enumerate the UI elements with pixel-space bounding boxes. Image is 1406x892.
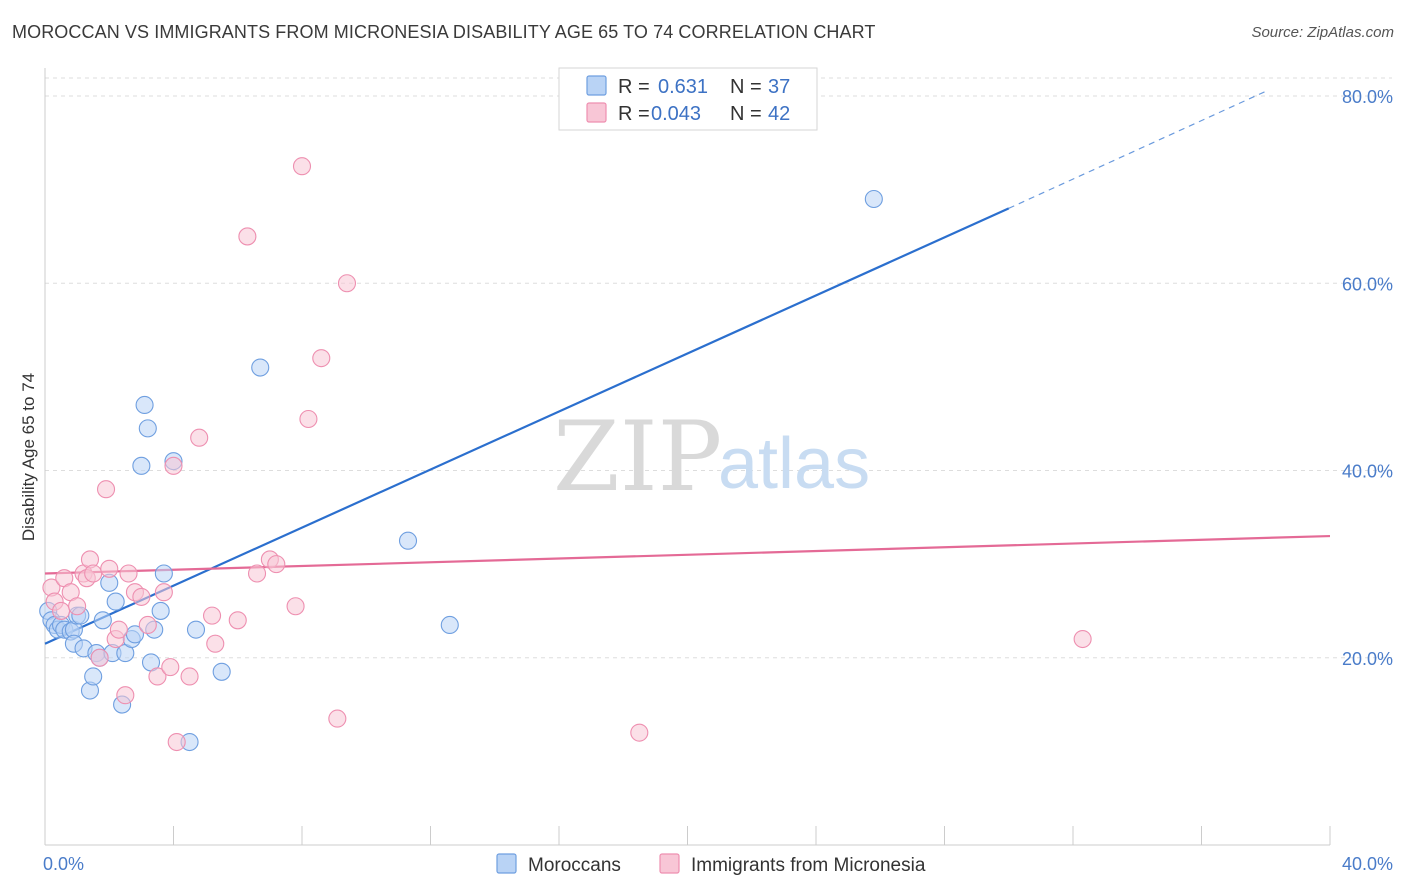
axes <box>44 68 1331 846</box>
micronesia-point <box>148 667 167 686</box>
legend-r-value: 0.043 <box>651 103 701 125</box>
moroccans-trend-line <box>44 207 1010 645</box>
micronesia-point <box>1073 629 1092 649</box>
micronesia-trend-line <box>44 534 1331 575</box>
chart-title: MOROCCAN VS IMMIGRANTS FROM MICRONESIA D… <box>12 22 876 42</box>
trend-lines <box>44 90 1331 645</box>
x-tick-label: 0.0% <box>43 854 84 874</box>
micronesia-point <box>328 709 347 728</box>
micronesia-point <box>337 274 357 293</box>
legend-swatch-micronesia <box>586 102 607 123</box>
x-tick-label: 40.0% <box>1342 854 1393 874</box>
legend-r-label: R = <box>618 76 650 98</box>
moroccans-point <box>440 615 459 635</box>
micronesia-point <box>180 667 199 686</box>
legend-r-value: 0.631 <box>658 76 708 98</box>
y-tick-labels: 20.0% 40.0% 60.0% 80.0% <box>1342 87 1393 669</box>
micronesia-point <box>206 634 225 653</box>
micronesia-point <box>96 480 116 499</box>
watermark-atlas: atlas <box>718 424 870 504</box>
grid-lines <box>45 77 1392 659</box>
micronesia-point <box>154 583 173 602</box>
y-tick-label: 20.0% <box>1342 649 1393 669</box>
moroccans-point <box>154 564 173 583</box>
moroccans-point <box>84 667 103 686</box>
x-tick-labels: 0.0% 40.0% <box>43 854 1393 874</box>
micronesia-point <box>203 606 222 625</box>
micronesia-point <box>286 597 305 616</box>
legend: R = 0.631 N = 37 R = 0.043 N = 42 <box>558 67 818 131</box>
micronesia-point <box>190 428 209 447</box>
micronesia-point <box>161 658 180 677</box>
moroccans-point <box>93 611 112 630</box>
moroccans-point <box>212 662 231 681</box>
micronesia-point <box>84 564 103 583</box>
legend-r-label: R = <box>618 103 650 125</box>
micronesia-point <box>299 409 318 429</box>
bottom-legend-moroccans: Moroccans <box>528 855 621 876</box>
moroccans-point <box>138 419 157 438</box>
moroccans-point <box>186 620 206 639</box>
legend-n-value: 37 <box>768 76 790 98</box>
micronesia-point <box>116 686 135 705</box>
micronesia-point <box>100 559 119 578</box>
y-tick-label: 80.0% <box>1342 87 1393 107</box>
moroccans-point <box>135 395 154 415</box>
y-tick-label: 60.0% <box>1342 274 1393 294</box>
micronesia-point <box>68 597 87 616</box>
y-tick-label: 40.0% <box>1342 462 1393 482</box>
data-points <box>39 157 1092 752</box>
micronesia-point <box>109 620 128 639</box>
moroccans-point <box>106 592 125 611</box>
legend-n-value: 42 <box>768 103 790 125</box>
micronesia-point <box>267 555 286 574</box>
watermark: ZIP atlas <box>553 401 870 513</box>
legend-n-label: N = <box>730 76 762 98</box>
moroccans-trend-extension <box>1008 90 1266 209</box>
y-axis-label: Disability Age 65 to 74 <box>19 373 38 541</box>
moroccans-point <box>864 189 883 209</box>
bottom-legend-micronesia: Immigrants from Micronesia <box>691 855 926 876</box>
micronesia-point <box>238 227 257 246</box>
bottom-legend: Moroccans Immigrants from Micronesia <box>496 853 926 876</box>
legend-n-label: N = <box>730 103 762 125</box>
micronesia-point <box>292 157 312 176</box>
micronesia-point <box>132 587 151 606</box>
micronesia-point <box>630 723 649 742</box>
moroccans-point <box>151 601 170 620</box>
micronesia-point <box>138 615 157 635</box>
micronesia-point <box>312 349 331 368</box>
moroccans-point <box>132 456 151 475</box>
micronesia-point <box>164 456 183 475</box>
bottom-legend-swatch-moroccans <box>496 853 517 874</box>
micronesia-point <box>228 611 247 630</box>
micronesia-point <box>119 564 138 583</box>
micronesia-point <box>90 648 109 667</box>
watermark-zip: ZIP <box>553 401 722 513</box>
micronesia-point <box>52 601 71 620</box>
moroccans-point <box>251 358 270 377</box>
moroccans-point <box>398 531 418 550</box>
legend-swatch-moroccans <box>586 75 607 96</box>
micronesia-point <box>167 732 186 752</box>
micronesia-point <box>247 564 267 583</box>
source-label: Source: ZipAtlas.com <box>1251 24 1394 41</box>
bottom-legend-swatch-micronesia <box>659 853 680 874</box>
